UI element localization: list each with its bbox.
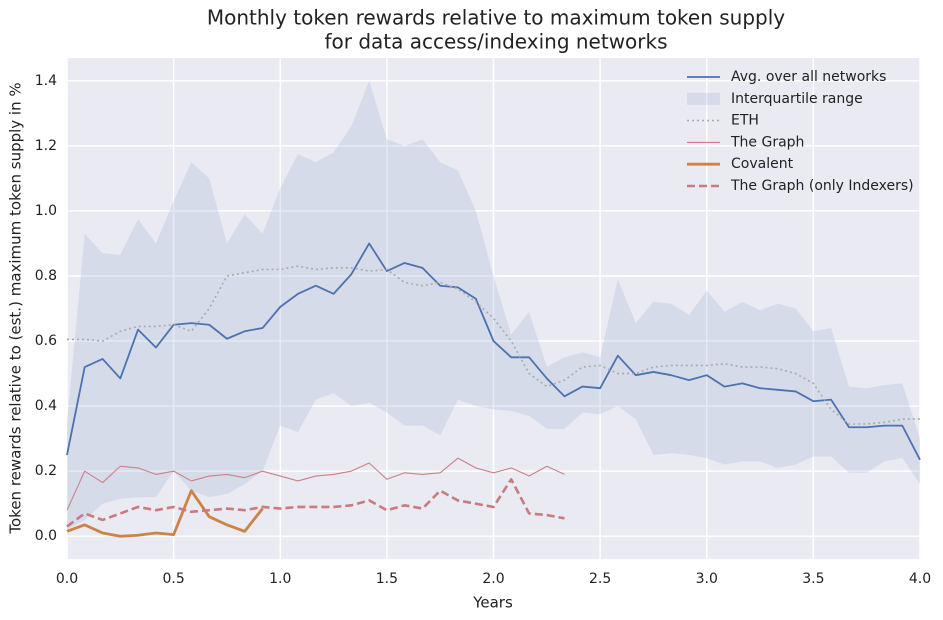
y-tick-label: 1.2 — [35, 138, 57, 154]
x-tick-label: 1.5 — [376, 571, 398, 587]
legend-label: Covalent — [731, 156, 794, 172]
y-tick-label: 0.2 — [35, 463, 57, 479]
y-tick-label: 1.4 — [35, 73, 57, 89]
x-tick-label: 1.0 — [269, 571, 291, 587]
y-tick-label: 0.4 — [35, 398, 57, 414]
iqr-band — [67, 80, 920, 530]
legend-label: Avg. over all networks — [731, 69, 886, 85]
legend-label: ETH — [731, 113, 759, 129]
y-axis-label: Token rewards relative to (est.) maximum… — [7, 82, 25, 534]
chart-title: Monthly token rewards relative to maximu… — [207, 6, 785, 30]
x-tick-label: 0.5 — [162, 571, 184, 587]
x-tick-label: 2.0 — [482, 571, 504, 587]
series-line — [66, 457, 565, 511]
y-tick-label: 0.0 — [35, 528, 57, 544]
legend-label: The Graph (only Indexers) — [730, 178, 914, 194]
legend-label: Interquartile range — [731, 91, 863, 107]
series-line — [66, 242, 921, 461]
x-tick-label: 3.0 — [696, 571, 718, 587]
x-tick-label: 3.5 — [802, 571, 824, 587]
x-tick-label: 2.5 — [589, 571, 611, 587]
marks — [66, 80, 921, 538]
x-tick-label: 4.0 — [909, 571, 931, 587]
y-tick-label: 0.8 — [35, 268, 57, 284]
series-line — [66, 477, 565, 528]
chart-subtitle: for data access/indexing networks — [324, 30, 667, 54]
y-tick-label: 0.6 — [35, 333, 57, 349]
grid — [66, 58, 921, 559]
series-line — [66, 489, 264, 538]
x-tick-label: 0.0 — [56, 571, 78, 587]
legend: Avg. over all networks Interquartile rang… — [687, 69, 914, 194]
x-axis-label: Years — [472, 594, 513, 612]
legend-label: The Graph — [730, 134, 804, 150]
legend-swatch — [687, 92, 720, 105]
y-tick-label: 1.0 — [35, 203, 57, 219]
